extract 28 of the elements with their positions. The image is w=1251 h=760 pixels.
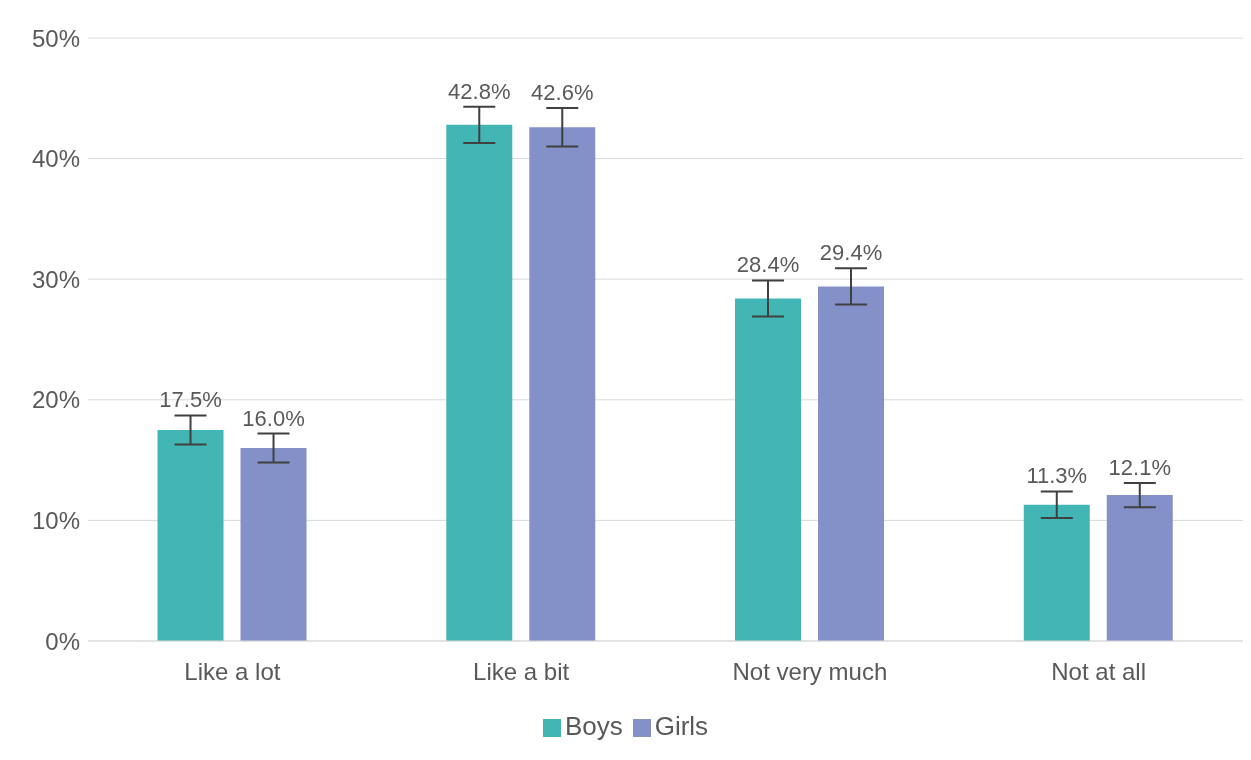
bar: [157, 429, 224, 641]
x-tick-label: Not very much: [732, 658, 888, 686]
x-tick-label: Like a lot: [184, 658, 281, 686]
y-tick-label: 10%: [31, 506, 80, 534]
legend-label: Girls: [654, 711, 709, 741]
data-label: 12.1%: [1108, 455, 1171, 481]
x-tick-label: Not at all: [1051, 658, 1146, 686]
y-tick-label: 40%: [31, 145, 80, 173]
data-label: 11.3%: [1026, 463, 1088, 489]
y-tick-label: 20%: [31, 386, 80, 414]
data-label: 29.4%: [819, 240, 883, 266]
data-label: 42.8%: [448, 78, 511, 104]
bar: [818, 286, 885, 641]
bar: [1106, 495, 1173, 641]
legend-label: Boys: [564, 711, 623, 741]
y-tick-label: 0%: [45, 627, 80, 655]
bar: [446, 124, 513, 641]
bar: [240, 448, 307, 641]
x-tick-label: Like a bit: [473, 658, 570, 686]
bar: [735, 298, 802, 641]
bar: [1023, 504, 1090, 641]
y-tick-label: 30%: [31, 265, 80, 293]
data-label: 28.4%: [736, 252, 800, 278]
data-label: 17.5%: [159, 387, 222, 413]
data-label: 42.6%: [531, 79, 594, 105]
bar: [529, 127, 596, 641]
data-label: 16.0%: [242, 405, 305, 431]
y-tick-label: 50%: [31, 24, 80, 52]
